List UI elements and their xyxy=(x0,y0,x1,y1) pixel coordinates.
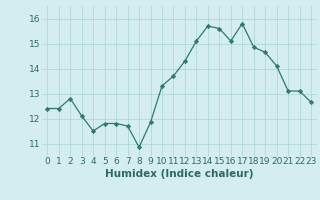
X-axis label: Humidex (Indice chaleur): Humidex (Indice chaleur) xyxy=(105,169,253,179)
